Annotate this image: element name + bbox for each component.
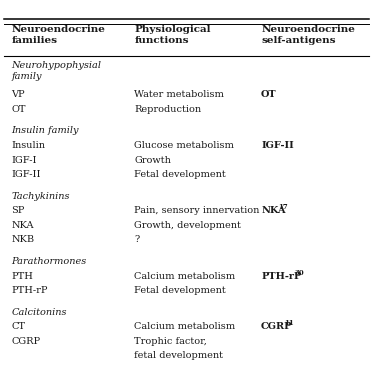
Text: Growth: Growth <box>134 155 171 165</box>
Text: Growth, development: Growth, development <box>134 221 241 230</box>
Text: Neuroendocrine
self-antigens: Neuroendocrine self-antigens <box>261 25 355 45</box>
Text: Calcium metabolism: Calcium metabolism <box>134 272 235 281</box>
Text: IGF-II: IGF-II <box>11 170 41 179</box>
Text: Neuroendocrine
families: Neuroendocrine families <box>11 25 105 45</box>
Text: NKA: NKA <box>11 221 34 230</box>
Text: PTH-rP: PTH-rP <box>261 272 301 281</box>
Text: Glucose metabolism: Glucose metabolism <box>134 141 234 150</box>
Text: fetal development: fetal development <box>134 351 223 360</box>
Text: Water metabolism: Water metabolism <box>134 90 224 99</box>
Text: SP: SP <box>11 206 25 215</box>
Text: Neurohypophysial
family: Neurohypophysial family <box>11 61 101 81</box>
Text: Physiological
functions: Physiological functions <box>134 25 211 45</box>
Text: Parathormones: Parathormones <box>11 257 87 266</box>
Text: Calcium metabolism: Calcium metabolism <box>134 322 235 331</box>
Text: 11: 11 <box>284 319 294 327</box>
Text: 30: 30 <box>295 269 304 277</box>
Text: Pain, sensory innervation: Pain, sensory innervation <box>134 206 260 215</box>
Text: Fetal development: Fetal development <box>134 286 226 295</box>
Text: PTH-rP: PTH-rP <box>11 286 48 295</box>
Text: Calcitonins: Calcitonins <box>11 308 67 317</box>
Text: CGRP: CGRP <box>11 337 40 346</box>
Text: Trophic factor,: Trophic factor, <box>134 337 207 346</box>
Text: VP: VP <box>11 90 25 99</box>
Text: Insulin family: Insulin family <box>11 126 79 135</box>
Text: Fetal development: Fetal development <box>134 170 226 179</box>
Text: 17: 17 <box>279 203 288 211</box>
Text: IGF-I: IGF-I <box>11 155 37 165</box>
Text: Tachykinins: Tachykinins <box>11 192 70 201</box>
Text: IGF-II: IGF-II <box>261 141 294 150</box>
Text: Insulin: Insulin <box>11 141 45 150</box>
Text: NKB: NKB <box>11 235 34 245</box>
Text: ?: ? <box>134 235 140 245</box>
Text: PTH: PTH <box>11 272 33 281</box>
Text: NKA: NKA <box>261 206 286 215</box>
Text: Reproduction: Reproduction <box>134 105 201 114</box>
Text: CGRP: CGRP <box>261 322 292 331</box>
Text: OT: OT <box>261 90 277 99</box>
Text: OT: OT <box>11 105 26 114</box>
Text: CT: CT <box>11 322 25 331</box>
